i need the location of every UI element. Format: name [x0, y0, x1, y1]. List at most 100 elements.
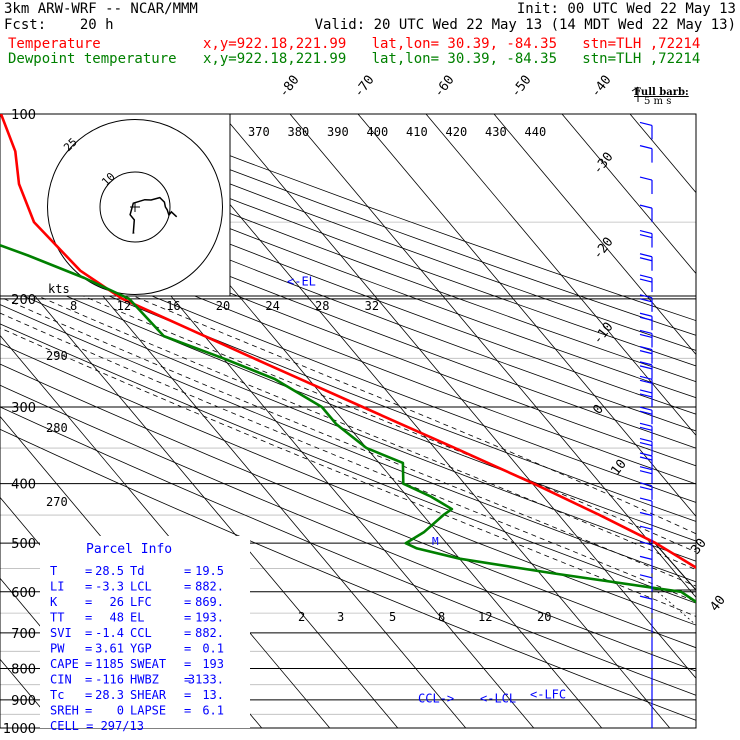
wind-barb-flag [639, 595, 653, 600]
lcl-marker: <-LCL [480, 692, 516, 706]
wind-barb-flag [639, 426, 653, 431]
dry-adiabat-line [0, 267, 696, 542]
wind-barb-flag [639, 346, 653, 351]
dry-adiabat-line [0, 215, 696, 485]
parcel-value: -3.3 [95, 580, 124, 594]
pressure-tick-label: 900 [11, 694, 36, 709]
hodograph-axis-tick: 16 [166, 299, 180, 313]
parcel-value: 28.5 [95, 564, 124, 578]
parcel-box [40, 536, 250, 728]
parcel-title: Parcel Info [86, 542, 172, 557]
parcel-value: 3133. [188, 673, 224, 687]
wind-barb-flag [639, 379, 653, 384]
parcel-value: 28.3 [95, 688, 124, 702]
parcel-value: -116 [95, 673, 124, 687]
barb-legend-flag [631, 86, 639, 92]
parcel-value: 6.1 [202, 704, 224, 718]
wind-barb-flag [639, 437, 653, 443]
theta-label: 370 [248, 125, 270, 139]
theta-side-label: 290 [46, 349, 68, 363]
pressure-tick-label: 500 [11, 537, 36, 552]
wind-barb-flag [639, 253, 653, 258]
theta-label: 390 [327, 125, 349, 139]
wind-barb-flag [639, 482, 653, 487]
hodograph-trace [129, 196, 178, 234]
wind-barb-flag [639, 456, 653, 461]
hodograph-ring [99, 171, 171, 243]
parcel-equals: = [85, 657, 92, 671]
parcel-equals: = [184, 704, 191, 718]
wind-barb-flag [639, 361, 653, 366]
pressure-tick-label: 100 [11, 108, 36, 123]
theta-label: 410 [406, 125, 428, 139]
moist-adiabat-line [73, 270, 696, 535]
dry-adiabat-line [0, 428, 696, 721]
wind-barb-flag [639, 422, 653, 427]
wind-barb-flag [639, 441, 653, 447]
isotherm-line [698, 114, 740, 728]
isotherm-label: 0 [590, 402, 607, 417]
sounding-curves [0, 114, 696, 604]
isotherm-label: -30 [590, 150, 616, 178]
barb-legend-subtitle: 5 m s [644, 96, 671, 107]
hodograph-axis-tick: 8 [70, 299, 77, 313]
theta-label: 440 [525, 125, 547, 139]
mixing-ratio-line [657, 591, 696, 626]
isotherm-label: 10 [608, 457, 629, 479]
parcel-cell: CELL = 297/13 [50, 719, 144, 733]
parcel-equals: = [85, 564, 92, 578]
parcel-equals: = [85, 688, 92, 702]
isotherm-line [0, 253, 399, 728]
parcel-label: SVI [50, 626, 72, 640]
dry-adiabat-line [0, 166, 696, 432]
parcel-label: SWEAT [130, 657, 166, 671]
isotherm-line [629, 114, 696, 194]
parcel-equals: = [184, 595, 191, 609]
dry-adiabat-line [0, 232, 696, 503]
parcel-label: Tc [50, 688, 64, 702]
pressure-tick-label: 200 [11, 293, 36, 308]
isotherm-line [425, 114, 696, 437]
wind-barb-flag [639, 365, 653, 370]
parcel-value: 882. [195, 626, 224, 640]
wind-barb-flag [639, 452, 653, 457]
theta-label: 400 [367, 125, 389, 139]
parcel-label: CIN [50, 673, 72, 687]
isotherm-line [561, 114, 696, 275]
dry-adiabat-line [0, 249, 696, 522]
isotherm-label: -40 [588, 73, 614, 101]
valid-time: Valid: 20 UTC Wed 22 May 13 (14 MDT Wed … [314, 17, 736, 33]
isotherm-label: -80 [276, 73, 302, 101]
pressure-tick-label: 700 [11, 627, 36, 642]
pressure-tick-label: 600 [11, 586, 36, 601]
mixing-ratio-label: 2 [298, 610, 305, 624]
parcel-equals: = [184, 611, 191, 625]
parcel-label: LAPSE [130, 704, 166, 718]
el-marker: <-EL [287, 274, 316, 288]
dewpoint-location-info: x,y=922.18,221.99 lat,lon= 30.39, -84.35… [203, 51, 701, 67]
isotherm-label: 40 [707, 593, 728, 615]
wind-barb-flag [639, 329, 653, 335]
parcel-label: SHEAR [130, 688, 167, 702]
isotherm-line [357, 114, 696, 518]
parcel-value: 869. [195, 595, 224, 609]
parcel-value: 3.61 [95, 642, 124, 656]
parcel-equals: = [85, 626, 92, 640]
wind-barb-flag [639, 486, 653, 491]
pressure-tick-label: 300 [11, 401, 36, 416]
wind-barb-flag [639, 393, 653, 398]
frame-notch [651, 539, 697, 591]
parcel-value: 193. [195, 611, 224, 625]
isotherm-label: -50 [508, 73, 534, 101]
dry-adiabat-line [0, 285, 696, 562]
parcel-equals: = [85, 673, 92, 687]
init-time: Init: 00 UTC Wed 22 May 13 [516, 1, 736, 17]
dry-adiabat-line [0, 121, 696, 383]
axis-labels: 8 12 16 20 24 28 32100200300400500600700800900… [3, 73, 729, 737]
dry-adiabat-line [0, 363, 696, 649]
isotherm-line [289, 114, 696, 598]
parcel-value: 26 [110, 595, 124, 609]
wind-barb-flag [639, 229, 653, 235]
isotherm-label: -60 [431, 73, 457, 101]
wind-barb-flag [639, 375, 653, 380]
